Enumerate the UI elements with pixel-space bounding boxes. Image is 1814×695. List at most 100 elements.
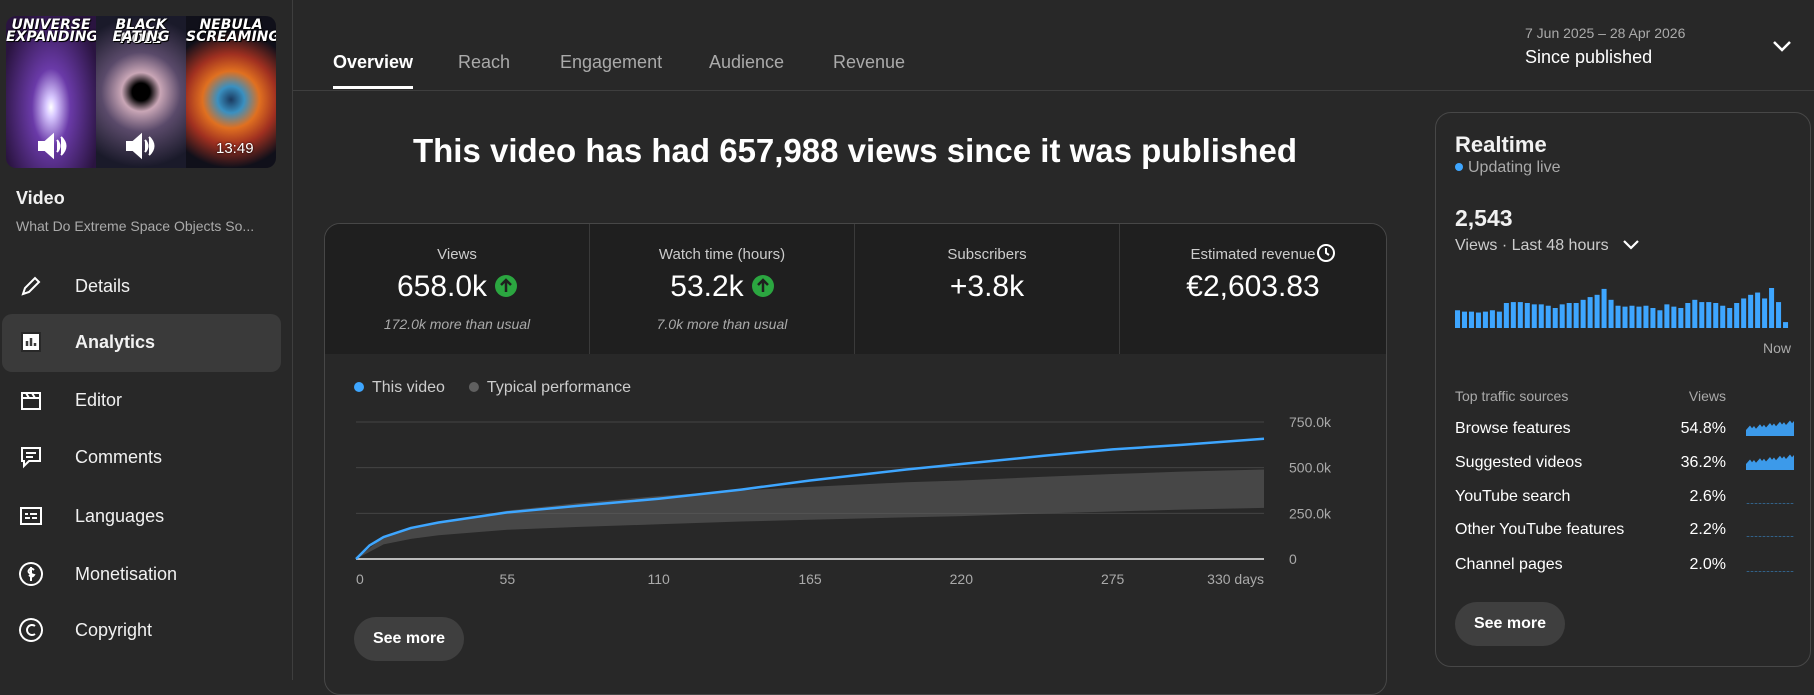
tab-divider: [293, 90, 1814, 91]
date-range[interactable]: 7 Jun 2025 – 28 Apr 2026: [1525, 25, 1686, 41]
realtime-bar: [1650, 308, 1656, 328]
thumbnail-text: EXPANDING: [6, 29, 96, 45]
traffic-sparkline: [1746, 571, 1794, 572]
realtime-bar: [1615, 305, 1621, 328]
typical-range-band: [356, 469, 1264, 559]
see-more-button[interactable]: See more: [1455, 602, 1565, 646]
y-tick-label: 500.0k: [1289, 460, 1332, 476]
metric-card: Subscribers +3.8k: [855, 224, 1120, 354]
thumbnail-panel: NEBULA SCREAMING 13:49: [186, 16, 276, 168]
realtime-bar: [1601, 288, 1607, 328]
thumbnail-panel: UNIVERSE EXPANDING: [6, 16, 96, 168]
realtime-bar: [1580, 299, 1586, 328]
nav-icon-shape: [21, 392, 41, 410]
nav-item[interactable]: Languages: [2, 488, 281, 546]
realtime-bar: [1678, 308, 1684, 328]
nav-label: Languages: [75, 506, 165, 526]
info-clock-icon[interactable]: [1316, 243, 1336, 263]
nav-icon-shape: [21, 276, 41, 296]
realtime-bar: [1783, 322, 1789, 328]
nav-icon-shape: [19, 618, 43, 642]
realtime-bar: [1734, 303, 1740, 328]
tab[interactable]: Audience: [709, 52, 785, 72]
realtime-bar: [1455, 310, 1461, 328]
nav-icon: [20, 507, 42, 525]
realtime-bar: [1496, 311, 1502, 328]
nav-label: Details: [75, 276, 131, 296]
realtime-bar: [1755, 292, 1761, 328]
x-tick-label: 220: [950, 571, 974, 587]
nav-icon: [21, 447, 41, 469]
thumbnail-text: NEBULA: [199, 17, 263, 33]
traffic-share: 2.0%: [1689, 556, 1726, 573]
realtime-bar-chart: [1455, 288, 1789, 328]
tab[interactable]: Overview: [333, 52, 414, 72]
metric-card: Estimated revenue €2,603.83: [1120, 224, 1386, 354]
metric-value-text: 53.2k: [670, 270, 744, 303]
metric-value: 53.2k: [590, 270, 854, 304]
thumbnail-text: EATING: [112, 29, 170, 45]
nav-icon-shape: [19, 562, 43, 586]
x-tick-label: 0: [356, 571, 364, 587]
metric-card: Views 658.0k 172.0k more than usual: [325, 224, 590, 354]
realtime-bar: [1475, 312, 1481, 328]
traffic-source: Other YouTube features: [1455, 521, 1625, 538]
nav-item[interactable]: Copyright: [2, 602, 281, 660]
realtime-bar: [1727, 308, 1733, 328]
realtime-bar: [1531, 304, 1537, 328]
sparkline-shape: [1746, 420, 1794, 436]
metric-note: 172.0k more than usual: [383, 316, 531, 332]
trend-arrow: [500, 278, 512, 293]
nav-item[interactable]: Editor: [2, 372, 281, 430]
realtime-bar: [1538, 304, 1544, 328]
nav-icon: [19, 562, 43, 586]
realtime-bar: [1720, 305, 1726, 328]
realtime-bar: [1566, 303, 1572, 328]
nav-icon: [19, 618, 43, 642]
speaker-icon: [126, 132, 155, 160]
nav-item[interactable]: Analytics: [2, 314, 281, 372]
realtime-bar: [1713, 303, 1719, 328]
x-tick-label: 275: [1101, 571, 1125, 587]
realtime-bar: [1545, 305, 1551, 328]
legend-dot: [468, 382, 479, 392]
realtime-bar: [1468, 311, 1474, 328]
realtime-bar: [1608, 299, 1614, 328]
x-tick-label: 55: [500, 571, 516, 587]
realtime-bar: [1517, 302, 1523, 328]
nav-item[interactable]: Details: [2, 258, 281, 316]
tab[interactable]: Reach: [458, 52, 511, 72]
nav-item[interactable]: Monetisation: [2, 546, 281, 604]
clock-face: [1317, 244, 1335, 262]
tab[interactable]: Engagement: [560, 52, 663, 72]
nav-label: Copyright: [75, 620, 153, 640]
date-range-label[interactable]: Since published: [1525, 47, 1653, 67]
realtime-status: Updating live: [1468, 159, 1561, 176]
traffic-sparkline: [1746, 503, 1794, 504]
realtime-bar: [1559, 304, 1565, 328]
traffic-source: Browse features: [1455, 420, 1571, 437]
sidebar: UNIVERSE EXPANDING BLACK HOLE EATING NEB…: [0, 0, 293, 680]
dropdown-chevron[interactable]: [1771, 38, 1793, 54]
realtime-bar: [1482, 311, 1488, 328]
tab-underline: [333, 86, 413, 89]
trend-up-icon: [495, 275, 518, 298]
realtime-bar: [1622, 306, 1628, 328]
x-tick-label: 165: [798, 571, 822, 587]
metric-label: Views: [437, 246, 477, 263]
traffic-sparkline: [1746, 454, 1794, 470]
period-chevron[interactable]: [1621, 237, 1641, 253]
see-more-button[interactable]: See more: [354, 617, 464, 661]
realtime-bar: [1706, 302, 1712, 328]
realtime-bar: [1461, 311, 1468, 328]
now-label: Now: [1762, 340, 1791, 356]
realtime-bar: [1524, 303, 1530, 328]
trend-up-icon: [751, 275, 774, 298]
traffic-share: 36.2%: [1680, 454, 1726, 471]
realtime-bar: [1503, 303, 1509, 328]
realtime-period[interactable]: Views · Last 48 hours: [1455, 237, 1609, 254]
tab[interactable]: Revenue: [833, 52, 906, 72]
nav-item[interactable]: Comments: [2, 429, 281, 487]
